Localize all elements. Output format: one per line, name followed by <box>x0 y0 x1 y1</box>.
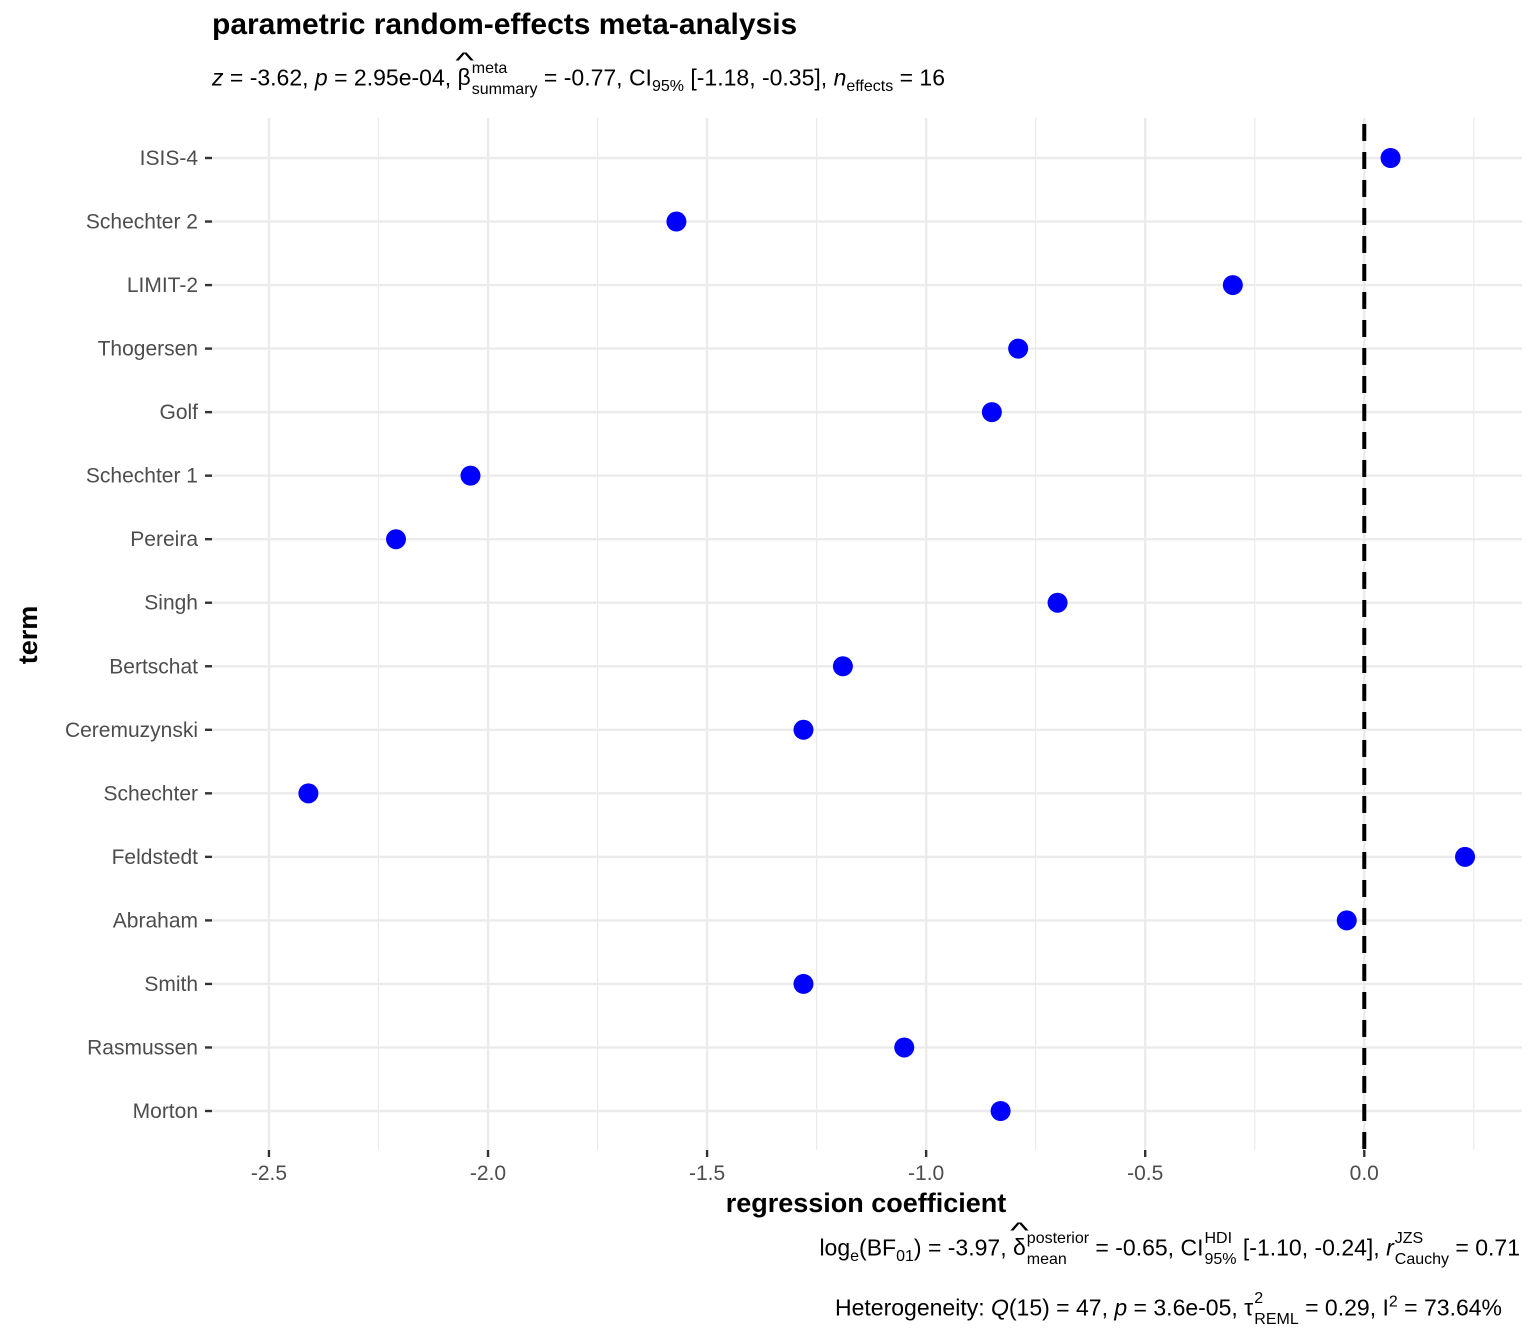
i-sup: 2 <box>1388 1293 1398 1311</box>
y-tick-label: LIMIT-2 <box>127 274 198 297</box>
x-tick-label: -1.5 <box>689 1162 725 1185</box>
y-tick-label: Feldstedt <box>112 846 199 869</box>
n-sub: effects <box>846 77 894 95</box>
r-value: = 0.71 <box>1449 1234 1520 1261</box>
grid-layer <box>212 118 1522 1150</box>
bf-value: ) = -3.97, <box>913 1234 1013 1261</box>
bf-prefix: (BF <box>859 1234 897 1261</box>
y-tick-label: Schechter 1 <box>86 465 198 488</box>
data-point <box>1047 592 1068 613</box>
tau-sub: REML <box>1254 1311 1299 1329</box>
y-tick-label: Schechter <box>103 782 198 805</box>
data-point <box>1455 846 1476 867</box>
chart-title: parametric random-effects meta-analysis <box>212 8 798 41</box>
delta-sub: mean <box>1026 1251 1067 1269</box>
delta-hat-symbol: δ <box>1013 1234 1026 1261</box>
y-tick-label: Morton <box>133 1100 198 1123</box>
ci-value: [-1.18, -0.35], <box>683 64 834 91</box>
y-tick-label: Pereira <box>130 528 198 551</box>
x-tick-label: -0.5 <box>1127 1162 1163 1185</box>
x-tick-label: -2.0 <box>470 1162 506 1185</box>
data-point <box>460 465 481 486</box>
z-label: z <box>212 64 224 91</box>
het-p-label: p <box>1114 1294 1128 1321</box>
heterogeneity-caption: Heterogeneity: Q(15) = 47, p = 3.6e-05, … <box>835 1290 1502 1329</box>
y-tick-label: Smith <box>144 973 198 996</box>
r-sub: Cauchy <box>1394 1251 1450 1269</box>
data-point <box>1380 148 1401 168</box>
p-label: p <box>314 64 328 91</box>
data-point <box>832 656 853 677</box>
het-prefix: Heterogeneity: <box>835 1294 991 1321</box>
r-sup: JZS <box>1394 1230 1424 1247</box>
x-axis-ticks: -2.5 -2.0 -1.5 -1.0 -0.5 0.0 <box>251 1150 1379 1185</box>
data-point <box>1008 338 1029 359</box>
x-tick-label: -2.5 <box>251 1162 287 1185</box>
n-value: = 16 <box>893 64 946 91</box>
log-sub: e <box>850 1247 860 1265</box>
beta-scripts: meta summary <box>471 60 538 99</box>
y-tick-label: Abraham <box>113 909 198 932</box>
y-axis-ticks: ISIS-4 Schechter 2 LIMIT-2 Thogersen Golf Sch… <box>65 147 212 1123</box>
tau-value: = 0.29, I <box>1298 1294 1389 1321</box>
beta-hat-symbol: β <box>458 64 471 91</box>
x-tick-label: -1.0 <box>908 1162 944 1185</box>
data-point <box>1336 910 1357 931</box>
data-point <box>990 1101 1011 1121</box>
z-value: = -3.62, <box>223 64 315 91</box>
i-value: = 73.64% <box>1397 1294 1502 1321</box>
delta-scripts: posterior mean <box>1026 1230 1090 1269</box>
points-layer <box>298 148 1476 1121</box>
tau-sup: 2 <box>1254 1290 1264 1307</box>
y-tick-label: Singh <box>144 592 198 615</box>
hdi-sub: 95% <box>1204 1251 1237 1269</box>
log-prefix: log <box>819 1234 851 1261</box>
data-point <box>1222 275 1243 296</box>
y-tick-label: Thogersen <box>98 338 198 361</box>
data-point <box>894 1037 915 1058</box>
data-point <box>298 783 319 804</box>
bf-sub: 01 <box>896 1247 914 1265</box>
y-tick-label: Golf <box>159 401 198 424</box>
r-scripts: JZS Cauchy <box>1394 1230 1450 1269</box>
q-value: (15) = 47, <box>1008 1294 1115 1321</box>
q-label: Q <box>991 1294 1009 1321</box>
beta-sup: meta <box>471 60 508 77</box>
y-tick-label: Rasmussen <box>87 1036 198 1059</box>
het-p-value: = 3.6e-05, τ <box>1127 1294 1254 1321</box>
r-label: r <box>1386 1234 1394 1261</box>
data-point <box>666 211 687 232</box>
y-axis-title: term <box>13 606 43 665</box>
delta-value: = -0.65, CI <box>1089 1234 1204 1261</box>
y-tick-label: ISIS-4 <box>140 147 199 170</box>
ci-sub: 95% <box>651 77 684 95</box>
data-point <box>386 529 407 550</box>
x-tick-label: 0.0 <box>1350 1162 1379 1185</box>
beta-value: = -0.77, CI <box>537 64 652 91</box>
tau-scripts: 2 REML <box>1254 1290 1299 1329</box>
data-point <box>793 973 814 994</box>
data-point <box>793 719 814 740</box>
y-tick-label: Schechter 2 <box>86 211 198 234</box>
hdi-scripts: HDI 95% <box>1204 1230 1237 1269</box>
p-value: = 2.95e-04, <box>327 64 458 91</box>
beta-sub: summary <box>471 81 538 99</box>
n-label: n <box>833 64 847 91</box>
hdi-sup: HDI <box>1204 1230 1233 1247</box>
x-axis-title: regression coefficient <box>726 1188 1007 1218</box>
y-tick-label: Bertschat <box>109 655 198 678</box>
data-point <box>981 402 1002 423</box>
y-tick-label: Ceremuzynski <box>65 719 198 742</box>
hdi-value: [-1.10, -0.24], <box>1236 1234 1387 1261</box>
delta-sup: posterior <box>1026 1230 1090 1247</box>
